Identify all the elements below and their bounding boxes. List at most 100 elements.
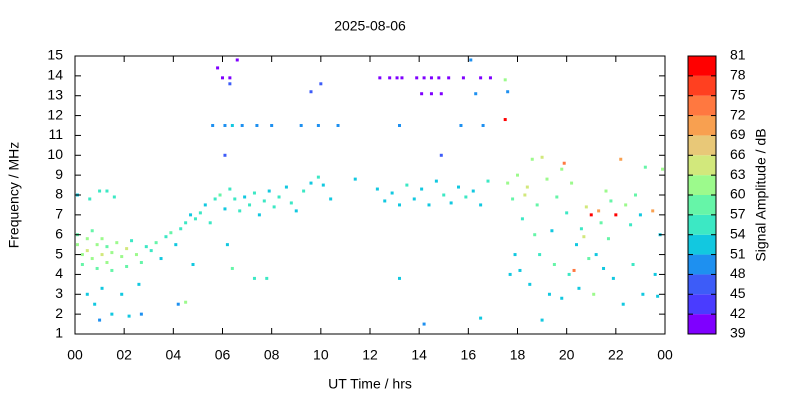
point	[154, 241, 158, 245]
point	[228, 76, 232, 80]
x-tick-label: 02	[116, 347, 132, 363]
point	[112, 195, 116, 199]
point	[90, 257, 94, 261]
point	[447, 76, 451, 80]
point	[289, 201, 293, 205]
colorbar-band	[688, 75, 716, 96]
point	[567, 272, 571, 276]
point	[535, 203, 539, 207]
point	[434, 179, 438, 183]
point	[427, 203, 431, 207]
y-tick-label: 5	[55, 245, 63, 261]
colorbar-tick-label: 69	[730, 126, 746, 142]
point	[93, 302, 97, 306]
point	[486, 179, 490, 183]
colorbar-tick-label: 45	[730, 285, 746, 301]
point	[309, 90, 313, 94]
x-tick-label: 22	[608, 347, 624, 363]
point	[398, 203, 401, 207]
point	[218, 193, 222, 197]
point	[265, 276, 269, 280]
point	[221, 76, 224, 80]
point	[530, 157, 534, 161]
point	[321, 183, 325, 187]
point	[110, 251, 114, 255]
point	[599, 221, 603, 225]
point	[211, 124, 215, 127]
point	[277, 195, 281, 199]
point	[420, 92, 424, 96]
colorbar-band	[688, 274, 716, 295]
point	[503, 78, 507, 82]
point	[255, 124, 259, 127]
point	[110, 312, 114, 316]
x-tick-label: 14	[411, 347, 427, 363]
point	[420, 187, 424, 191]
point	[656, 294, 660, 298]
point	[624, 203, 628, 207]
point	[422, 76, 426, 80]
point	[587, 257, 591, 261]
point	[597, 209, 601, 213]
point	[85, 292, 89, 296]
x-tick-label: 18	[510, 347, 526, 363]
point	[90, 229, 94, 233]
point	[189, 213, 193, 217]
point	[100, 286, 104, 290]
point	[208, 221, 212, 225]
point	[75, 243, 79, 247]
point	[400, 76, 404, 80]
points	[75, 58, 665, 326]
point	[395, 76, 399, 80]
point	[284, 185, 288, 189]
colorbar-tick-label: 72	[730, 106, 746, 122]
point	[651, 209, 655, 213]
point	[631, 263, 635, 266]
point	[429, 92, 433, 96]
y-tick-label: 13	[47, 86, 63, 102]
point	[88, 197, 92, 201]
point	[105, 261, 109, 265]
colorbar-label: Signal Amplitude / dB	[753, 128, 769, 261]
point	[429, 76, 433, 80]
point	[641, 292, 645, 296]
point	[516, 173, 519, 177]
point	[169, 231, 173, 235]
point	[479, 316, 483, 320]
point	[547, 292, 551, 296]
point	[98, 189, 102, 193]
point	[592, 292, 596, 296]
point	[506, 181, 510, 185]
y-tick-label: 14	[47, 67, 63, 83]
y-tick-label: 9	[55, 166, 63, 182]
point	[538, 253, 542, 257]
y-tick-label: 1	[55, 325, 63, 341]
point	[110, 268, 114, 272]
point	[582, 235, 586, 239]
point	[115, 241, 119, 245]
colorbar-band	[688, 175, 716, 195]
point	[552, 263, 556, 266]
point	[375, 187, 379, 191]
point	[439, 92, 443, 96]
point	[634, 193, 637, 197]
point	[540, 155, 544, 159]
colorbar-tick-label: 78	[730, 67, 746, 83]
y-axis-label: Frequency / MHz	[6, 142, 22, 249]
point	[479, 203, 483, 207]
point	[525, 185, 529, 189]
colorbar-band	[688, 294, 716, 315]
point	[294, 209, 298, 213]
point	[198, 211, 202, 215]
y-tick-label: 7	[55, 206, 63, 222]
point	[216, 66, 220, 70]
x-tick-label: 06	[215, 347, 231, 363]
point	[471, 189, 475, 193]
point	[176, 302, 180, 306]
point	[523, 193, 527, 197]
point	[134, 253, 138, 257]
point	[316, 124, 320, 127]
point	[262, 199, 266, 203]
y-tick-label: 3	[55, 285, 63, 301]
